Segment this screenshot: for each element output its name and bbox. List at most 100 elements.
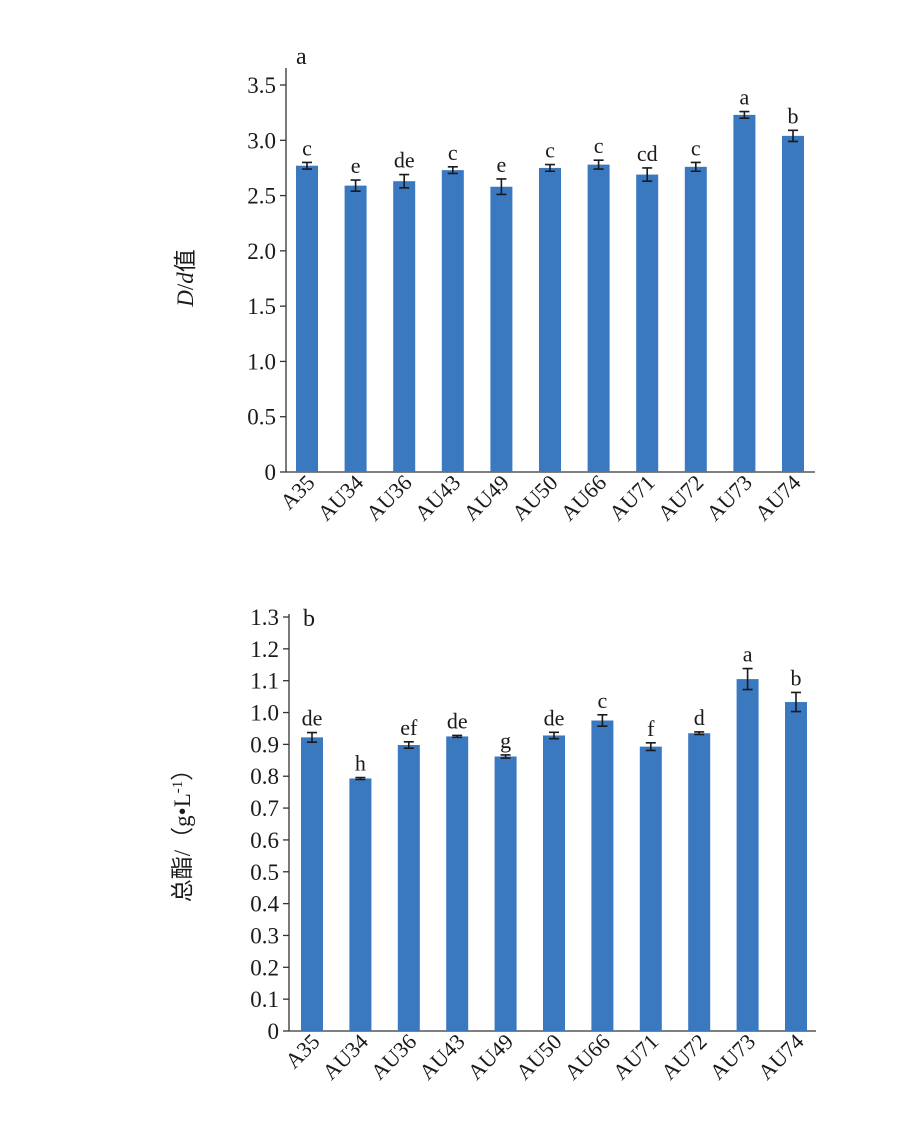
x-category-label: AU49 xyxy=(462,1029,518,1085)
significance-label: c xyxy=(448,140,458,165)
error-bar xyxy=(350,179,361,192)
error-bar xyxy=(496,178,507,196)
significance-label: a xyxy=(740,85,750,110)
error-bar xyxy=(597,713,608,728)
error-bar xyxy=(742,667,753,691)
significance-label: de xyxy=(544,705,565,730)
significance-label: g xyxy=(500,728,511,753)
y-tick-label: 1.3 xyxy=(250,605,279,630)
y-tick-label: 3.0 xyxy=(247,128,276,153)
ylabel-italic-d-lower: d xyxy=(173,272,198,284)
error-bar xyxy=(593,159,604,170)
y-tick-label: 1.2 xyxy=(250,637,279,662)
y-tick-label: 2.5 xyxy=(247,184,276,209)
panel-a-y-axis-label: D/d值 xyxy=(173,249,198,308)
ylabel-suffix: 值 xyxy=(173,249,198,272)
significance-label: h xyxy=(355,751,366,776)
significance-label: c xyxy=(691,135,701,160)
y-tick-label: 0.4 xyxy=(250,892,279,917)
ylabel-italic-d-upper: D xyxy=(173,290,198,308)
bar-au66 xyxy=(591,720,614,1031)
bar-au43 xyxy=(441,170,464,472)
y-tick-label: 0.9 xyxy=(250,732,279,757)
y-tick-label: 0.7 xyxy=(250,796,279,821)
error-bar xyxy=(791,691,801,713)
x-category-label: AU74 xyxy=(753,1029,809,1085)
significance-label: c xyxy=(594,133,604,158)
bar-au73 xyxy=(733,114,756,473)
panel-b-chart: b 总酯/（g•L-1） de h ef de g de c f d a b 0 0.1 0.2 0.3 0… xyxy=(170,605,816,1085)
significance-label: c xyxy=(598,688,608,713)
x-category-label: AU43 xyxy=(410,470,466,526)
x-category-label: AU34 xyxy=(312,470,368,526)
y-tick-label: 0.6 xyxy=(250,828,279,853)
panel-b-letter: b xyxy=(303,606,315,632)
x-category-label: AU71 xyxy=(608,1029,664,1085)
error-bar xyxy=(549,731,559,740)
significance-label: cd xyxy=(637,141,658,166)
error-bar xyxy=(452,734,463,739)
x-category-label: AU66 xyxy=(559,1029,615,1085)
ylabel-superscript: -1 xyxy=(170,781,186,794)
x-category-label: AU34 xyxy=(317,1029,373,1085)
bar-au50 xyxy=(543,735,565,1031)
significance-label: c xyxy=(302,135,312,160)
x-category-label: AU43 xyxy=(414,1029,470,1085)
bar-au34 xyxy=(344,185,367,472)
error-bar xyxy=(399,173,410,189)
bar-au36 xyxy=(397,745,420,1031)
y-tick-label: 0.2 xyxy=(250,955,279,980)
x-category-label: AU36 xyxy=(366,1029,422,1085)
panel-a-chart: a D/d值 c e de c e c c cd c a b 0 0.5 1.0 1.5 2.0 2.5 3.0… xyxy=(173,44,815,526)
y-tick-label: 0.1 xyxy=(250,987,279,1012)
error-bar xyxy=(307,731,317,743)
y-tick-label: 0.5 xyxy=(247,405,276,430)
error-bar xyxy=(690,161,701,173)
x-category-label: AU36 xyxy=(361,470,417,526)
significance-label: a xyxy=(743,642,753,667)
x-category-label: AU72 xyxy=(653,470,709,526)
significance-label: ef xyxy=(400,715,418,740)
y-tick-label: 0 xyxy=(265,460,277,485)
bar-au36 xyxy=(393,181,416,472)
error-bar xyxy=(403,741,414,750)
y-tick-label: 1.5 xyxy=(247,294,276,319)
y-tick-label: 0.5 xyxy=(250,860,279,885)
x-category-label: AU73 xyxy=(704,1029,760,1085)
bar-a35 xyxy=(301,737,323,1031)
significance-label: f xyxy=(647,716,655,741)
error-bar xyxy=(788,129,798,143)
significance-label: e xyxy=(497,152,507,177)
ylabel-separator: / xyxy=(173,283,198,290)
y-tick-label: 1.1 xyxy=(250,669,279,694)
bar-au72 xyxy=(684,166,707,472)
x-category-label: AU50 xyxy=(507,470,563,526)
panel-b-y-axis-label: 总酯/（g•L-1） xyxy=(170,758,195,903)
ylabel-close-paren: ） xyxy=(170,758,195,781)
error-bar xyxy=(694,731,705,736)
bar-au74 xyxy=(785,702,807,1031)
bar-au43 xyxy=(446,736,469,1031)
y-tick-label: 0.3 xyxy=(250,923,279,948)
y-tick-label: 0 xyxy=(268,1019,280,1044)
x-category-label: AU72 xyxy=(656,1029,712,1085)
bar-au49 xyxy=(494,756,517,1031)
y-tick-label: 1.0 xyxy=(250,701,279,726)
panel-a-letter: a xyxy=(296,44,307,70)
bar-au71 xyxy=(639,746,662,1031)
bar-au71 xyxy=(636,174,659,472)
bar-au50 xyxy=(539,167,561,472)
bar-a35 xyxy=(296,165,318,472)
y-tick-label: 0.8 xyxy=(250,764,279,789)
y-tick-label: 3.5 xyxy=(247,73,276,98)
significance-label: de xyxy=(447,708,468,733)
significance-label: e xyxy=(351,153,361,178)
error-bar xyxy=(642,167,653,182)
bar-au73 xyxy=(736,679,759,1031)
error-bar xyxy=(447,166,458,175)
error-bar xyxy=(645,741,656,752)
bar-au34 xyxy=(349,778,372,1031)
bar-au49 xyxy=(490,186,513,472)
significance-label: b xyxy=(791,665,802,690)
